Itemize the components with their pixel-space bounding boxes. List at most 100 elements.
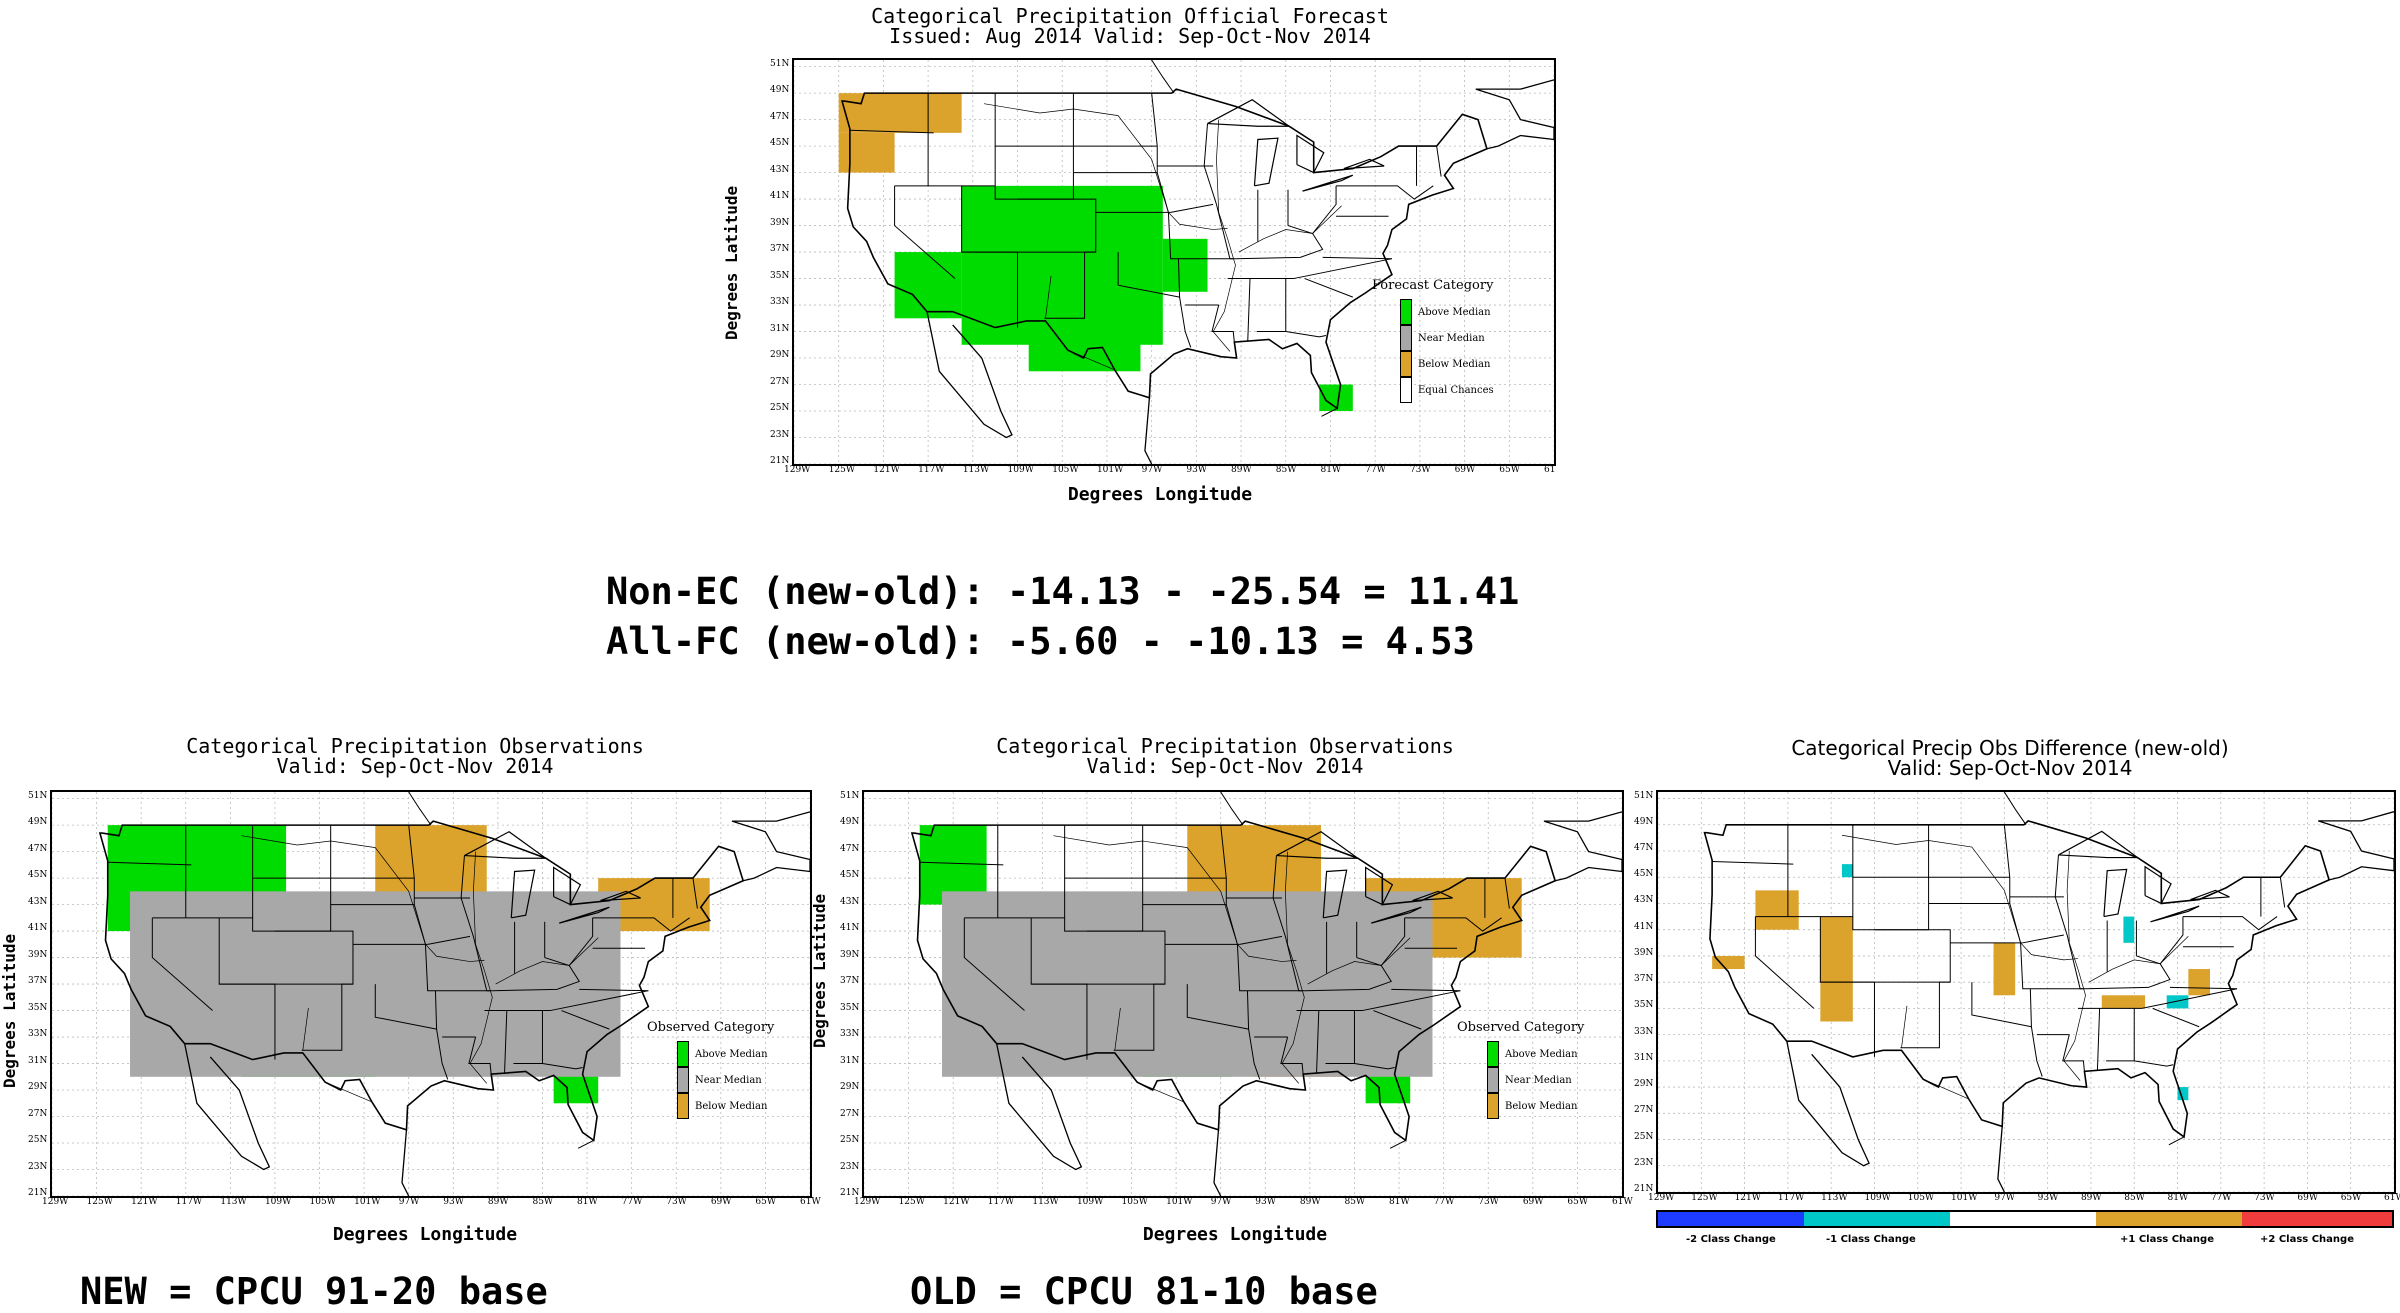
data-cell: [1162, 238, 1208, 292]
state-boundary: [107, 861, 192, 866]
lon-tick-label: 73W: [666, 1197, 687, 1207]
lon-tick-label: 125W: [828, 465, 856, 475]
great-lake: [600, 890, 641, 902]
lat-tick-label: 47N: [840, 843, 860, 854]
data-cell: [2177, 1087, 2189, 1101]
great-lake: [1343, 158, 1385, 170]
lat-tick-label: 35N: [28, 1002, 48, 1013]
lon-tick-label: 89W: [487, 1197, 509, 1207]
great-lake: [2190, 889, 2230, 901]
forecast-ylabel: Degrees Latitude: [722, 185, 741, 340]
state-boundary: [2106, 1008, 2135, 1062]
river: [1281, 851, 1305, 1084]
lat-tick-label: 49N: [28, 817, 48, 828]
lat-tick-label: 21N: [770, 456, 790, 466]
lon-tick-label: 125W: [1691, 1193, 1718, 1203]
lat-tick-label: 23N: [840, 1161, 860, 1172]
state-boundary: [2022, 934, 2064, 944]
state-boundary: [427, 935, 471, 945]
state-boundary: [1211, 304, 1235, 343]
lon-tick-label: 65W: [2340, 1193, 2362, 1203]
river: [983, 103, 1228, 230]
lon-tick-label: 77W: [1365, 465, 1386, 475]
lat-tick-label: 45N: [1634, 869, 1654, 880]
data-cell: [942, 891, 1433, 1077]
legend-item-near: Near Median: [1400, 325, 1494, 351]
coastline-canada-north: [408, 792, 432, 826]
data-cell: [2166, 995, 2189, 1009]
state-boundary: [2062, 1034, 2085, 1072]
obs-new-title: Categorical Precipitation Observations: [186, 734, 644, 758]
lat-tick-label: 39N: [840, 949, 860, 960]
data-cell: [1028, 318, 1141, 372]
lat-tick-label: 29N: [28, 1082, 48, 1093]
state-boundary: [1874, 929, 1951, 1049]
great-lake: [1253, 137, 1279, 187]
lon-tick-label: 125W: [86, 1197, 114, 1207]
state-boundary: [2096, 1008, 2101, 1071]
river: [1841, 834, 2078, 961]
legend-item-near: Near Median: [677, 1067, 774, 1093]
data-cell: [1820, 916, 1853, 1022]
data-cell: [2188, 969, 2210, 996]
state-boundary: [513, 1010, 543, 1065]
great-lake: [464, 831, 548, 859]
lat-tick-label: 37N: [1634, 974, 1654, 985]
lat-tick-label: 25N: [28, 1135, 48, 1146]
state-boundary: [408, 825, 415, 905]
lat-tick-label: 49N: [770, 85, 790, 96]
state-boundary: [1280, 1036, 1304, 1075]
data-cell: [838, 93, 962, 133]
state-boundary: [1312, 185, 1337, 234]
lon-tick-label: 61W: [2384, 1193, 2400, 1203]
river: [1053, 835, 1297, 962]
diff-map-svg: [1658, 792, 2394, 1192]
state-boundary: [1404, 917, 1502, 932]
lat-tick-label: 23N: [770, 429, 790, 440]
lon-tick-label: 73W: [1409, 465, 1431, 475]
obs-new-map: [50, 790, 812, 1198]
obs-new-xlabel: Degrees Longitude: [332, 1224, 518, 1245]
swatch-above: [1400, 299, 1412, 325]
great-lake: [1365, 866, 1394, 906]
lat-tick-label: 43N: [770, 164, 790, 175]
state-boundary: [1373, 1010, 1422, 1030]
state-boundary: [1227, 258, 1393, 280]
obs-old-panel: Categorical Precipitation Observations V…: [810, 730, 1633, 1313]
state-boundary: [1436, 146, 1442, 177]
state-boundary: [1086, 930, 1166, 1051]
legend-item-near: Near Median: [1487, 1067, 1584, 1093]
lat-tick-label: 41N: [770, 191, 790, 202]
legend-item-above: Above Median: [677, 1041, 774, 1067]
state-boundary: [692, 878, 698, 909]
lon-tick-label: 129W: [42, 1197, 69, 1207]
lon-tick-label: 89W: [2080, 1193, 2102, 1203]
obs-old-legend-title: Observed Category: [1457, 1020, 1585, 1035]
lat-tick-label: 47N: [1634, 843, 1654, 854]
legend-item-below: Below Median: [1400, 351, 1494, 377]
state-boundary: [2077, 988, 2238, 1009]
river: [1136, 1081, 1185, 1103]
forecast-panel: Categorical Precipitation Official Forec…: [700, 0, 1560, 520]
lat-tick-label: 29N: [1634, 1079, 1654, 1090]
coastline-canada: [731, 811, 810, 882]
colorbar-plus2: [2242, 1212, 2392, 1226]
great-lake: [1302, 174, 1354, 192]
state-boundary: [1247, 278, 1251, 341]
forecast-map-svg: [794, 60, 1554, 464]
obs-old-map: [862, 790, 1624, 1198]
state-boundary: [2182, 916, 2278, 931]
state-boundary: [2152, 1007, 2200, 1028]
lat-tick-label: 35N: [1634, 1000, 1654, 1011]
lat-tick-label: 27N: [28, 1108, 48, 1119]
coastline-canada: [1475, 79, 1554, 150]
data-cell: [2123, 916, 2135, 943]
lon-tick-label: 65W: [755, 1197, 777, 1207]
great-lake: [2144, 865, 2172, 905]
state-boundary: [434, 990, 449, 1080]
state-boundary: [849, 129, 934, 134]
great-lake: [1207, 99, 1291, 127]
state-boundary: [274, 930, 354, 1051]
stat-all-fc: All-FC (new-old): -5.60 - -10.13 = 4.53: [606, 620, 1475, 663]
forecast-xlabel: Degrees Longitude: [1067, 484, 1253, 505]
